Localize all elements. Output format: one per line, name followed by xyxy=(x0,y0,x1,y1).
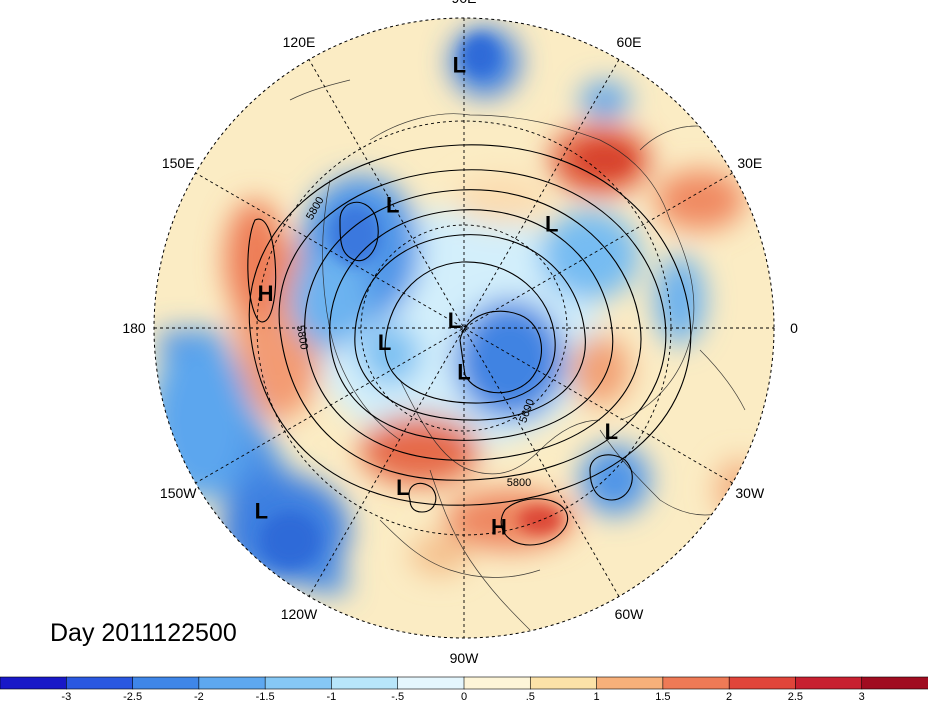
low-pressure-marker: L xyxy=(448,308,461,333)
high-pressure-marker: H xyxy=(258,281,274,306)
lon-label-30e: 30E xyxy=(737,155,762,171)
low-pressure-marker: L xyxy=(396,475,409,500)
colorbar-cell xyxy=(463,676,531,690)
core-low-pacific xyxy=(260,512,320,568)
low-pressure-marker: L xyxy=(545,212,558,237)
map-title: Day 2011122500 xyxy=(50,619,237,647)
low-pressure-marker: L xyxy=(605,419,618,444)
colorbar-tick-labels: -3 -2.5 -2 -1.5 -1 -.5 0 .5 1 1.5 2 2.5 3 xyxy=(61,691,864,702)
colorbar-cell xyxy=(65,676,134,690)
longitude-labels: 90E 60E 30E 0 30W 60W 90W 120W 150W 180 150E 120E xyxy=(122,0,798,666)
low-pressure-marker: L xyxy=(453,53,466,78)
low-pressure-marker: L xyxy=(457,359,470,384)
colorbar-tick-label: 2.5 xyxy=(788,691,803,702)
colorbar-tick-label: 3 xyxy=(859,691,865,702)
colorbar-cell xyxy=(662,676,730,690)
colorbar-cell xyxy=(529,676,598,690)
high-pressure-marker: H xyxy=(491,514,507,539)
lon-label-120e: 120E xyxy=(283,34,316,50)
colorbar-cell xyxy=(0,676,67,690)
colorbar-cells xyxy=(0,676,928,690)
colorbar-tick-label: 0 xyxy=(461,691,467,702)
colorbar-cell xyxy=(397,676,465,690)
graticule xyxy=(154,18,774,638)
lon-label-0: 0 xyxy=(790,320,798,336)
low-pressure-marker: L xyxy=(255,499,268,524)
colorbar-tick-label: .5 xyxy=(526,691,535,702)
core-high-atlantic xyxy=(518,506,562,534)
contour-label: 5800 xyxy=(294,324,310,350)
colorbar-cell xyxy=(728,676,797,690)
polar-stereographic-map: 90E 60E 30E 0 30W 60W 90W 120W 150W 180 150E 120E 5… xyxy=(122,0,798,666)
low-pressure-marker: L xyxy=(386,193,399,218)
colorbar-tick-label: 1.5 xyxy=(655,691,670,702)
colorbar-tick-label: -3 xyxy=(61,691,71,702)
colorbar-tick-label: -.5 xyxy=(391,691,404,702)
lon-label-120w: 120W xyxy=(281,606,318,622)
pressure-center-labels: L L L L L L L L L H H xyxy=(255,53,618,540)
lon-label-150w: 150W xyxy=(160,485,197,501)
colorbar-cell xyxy=(198,676,266,690)
lon-label-60e: 60E xyxy=(617,34,642,50)
contour-label: 5800 xyxy=(507,477,531,489)
colorbar-cell xyxy=(132,676,200,690)
core-low-siberia xyxy=(330,205,380,265)
colorbar-cell xyxy=(331,676,399,690)
core-high-eurasia xyxy=(579,146,631,174)
lon-label-150e: 150E xyxy=(162,155,195,171)
low-pressure-marker: L xyxy=(378,330,391,355)
colorbar-cell xyxy=(596,676,664,690)
colorbar-cell xyxy=(861,676,928,690)
colorbar-cell xyxy=(795,676,863,690)
lon-label-30w: 30W xyxy=(735,485,765,501)
colorbar-tick-label: -2.5 xyxy=(123,691,142,702)
lon-label-60w: 60W xyxy=(615,606,645,622)
lon-label-180: 180 xyxy=(122,320,146,336)
core-low-90e xyxy=(462,35,498,75)
lon-label-90w: 90W xyxy=(450,650,480,666)
map-boundary xyxy=(153,17,775,639)
colorbar-tick-label: -2 xyxy=(194,691,204,702)
lon-label-90e: 90E xyxy=(452,0,477,6)
colorbar-cell xyxy=(264,676,333,690)
colorbar-tick-label: 1 xyxy=(594,691,600,702)
colorbar-tick-label: -1.5 xyxy=(256,691,275,702)
colorbar-tick-label: -1 xyxy=(327,691,337,702)
height-contours xyxy=(247,144,692,546)
colorbar-tick-label: 2 xyxy=(726,691,732,702)
colorbar: -3 -2.5 -2 -1.5 -1 -.5 0 .5 1 1.5 2 2.5 3 xyxy=(0,676,928,702)
